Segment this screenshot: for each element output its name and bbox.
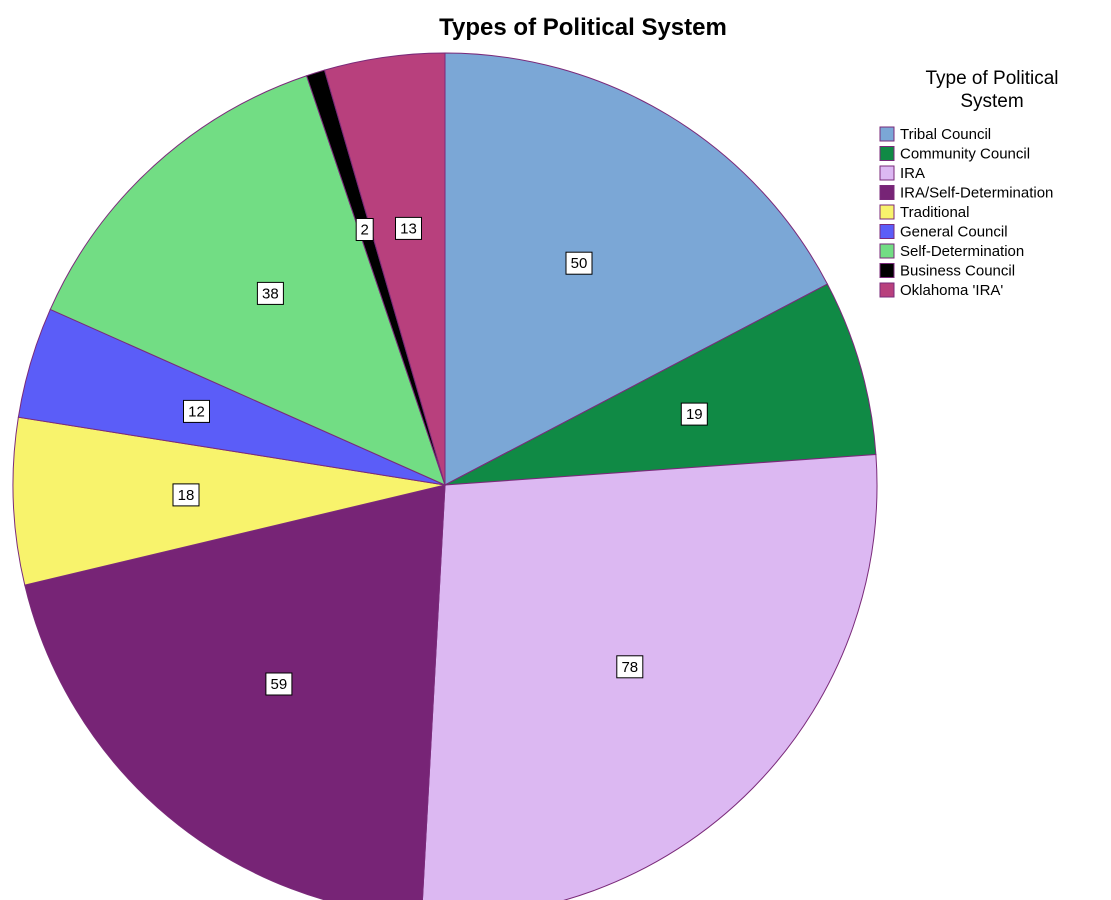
data-label-box (355, 218, 374, 241)
legend-swatch (879, 126, 895, 142)
legend-label: Business Council (900, 263, 1015, 280)
pie-slice-tribal-council (444, 52, 829, 486)
legend-items: Tribal Council Community Council IRA IRA/Se… (879, 126, 1053, 299)
legend-swatch (879, 282, 895, 298)
data-label-box (565, 251, 593, 275)
data-label-general-council: 12 (183, 399, 210, 423)
legend-swatch (879, 146, 895, 161)
data-label-value: 50 (571, 255, 588, 272)
legend-swatch (879, 243, 895, 259)
data-label-value: 2 (361, 222, 369, 239)
data-label-value: 59 (271, 676, 288, 693)
data-label-box (256, 281, 284, 305)
data-label-box (265, 672, 293, 696)
pie-slice-self-determination (49, 75, 446, 486)
legend-item-ira-self-determination: IRA/Self-Determination (879, 185, 1053, 202)
data-label-self-determination: 38 (256, 281, 284, 305)
legend-item-traditional: Traditional (879, 204, 969, 221)
data-label-value: 12 (188, 403, 205, 420)
legend-label: General Council (900, 224, 1008, 241)
legend-item-tribal-council: Tribal Council (879, 126, 991, 143)
data-label-box (616, 655, 644, 679)
legend-item-general-council: General Council (879, 224, 1008, 241)
data-label-ira: 78 (616, 655, 644, 679)
data-label-box (395, 216, 422, 240)
legend-swatch (879, 204, 895, 220)
pie-slice-ira-self-determination (24, 484, 446, 900)
data-label-box (172, 483, 200, 507)
pie-slices (12, 52, 878, 900)
legend-swatch (879, 185, 895, 200)
legend-label: Self-Determination (900, 243, 1024, 260)
legend-item-self-determination: Self-Determination (879, 243, 1024, 260)
data-label-traditional: 18 (172, 483, 200, 507)
legend-label: Tribal Council (900, 126, 991, 143)
legend-item-community-council: Community Council (879, 146, 1030, 163)
legend-label: Community Council (900, 146, 1030, 163)
data-label-value: 78 (621, 659, 638, 676)
data-label-ira-self-determination: 59 (265, 672, 293, 696)
data-label-value: 38 (262, 285, 279, 302)
legend-item-business-council: Business Council (879, 263, 1015, 280)
legend-swatch (879, 224, 895, 239)
chart-title: Types of Political System (439, 14, 727, 41)
data-label-business-council: 2 (355, 218, 374, 241)
pie-slice-traditional (12, 416, 446, 586)
legend-title-line-1: Type of Political (925, 68, 1058, 89)
data-label-value: 13 (400, 220, 417, 237)
pie-slice-ira (421, 453, 878, 900)
data-label-tribal-council: 50 (565, 251, 593, 275)
legend-label: IRA (900, 165, 925, 182)
legend-label: Oklahoma 'IRA' (900, 282, 1003, 299)
legend-title-line-2: System (960, 91, 1023, 112)
data-label-value: 18 (178, 487, 195, 504)
data-label-box (680, 402, 708, 426)
legend-swatch (879, 263, 895, 278)
data-label-box (183, 399, 210, 423)
legend-swatch (879, 165, 895, 181)
legend-item-oklahoma-ira: Oklahoma 'IRA' (879, 282, 1003, 299)
data-label-community-council: 19 (680, 402, 708, 426)
legend-item-ira: IRA (879, 165, 925, 182)
pie-data-labels: 50 19 78 59 18 12 38 2 13 (172, 216, 708, 696)
legend-label: Traditional (900, 204, 969, 221)
pie-slice-community-council (444, 283, 877, 486)
data-label-value: 19 (686, 406, 703, 423)
legend: Type of Political System Tribal Council C… (879, 68, 1059, 299)
legend-label: IRA/Self-Determination (900, 185, 1053, 202)
data-label-oklahoma-ira: 13 (395, 216, 422, 240)
pie-slice-oklahoma-ira (323, 52, 446, 486)
